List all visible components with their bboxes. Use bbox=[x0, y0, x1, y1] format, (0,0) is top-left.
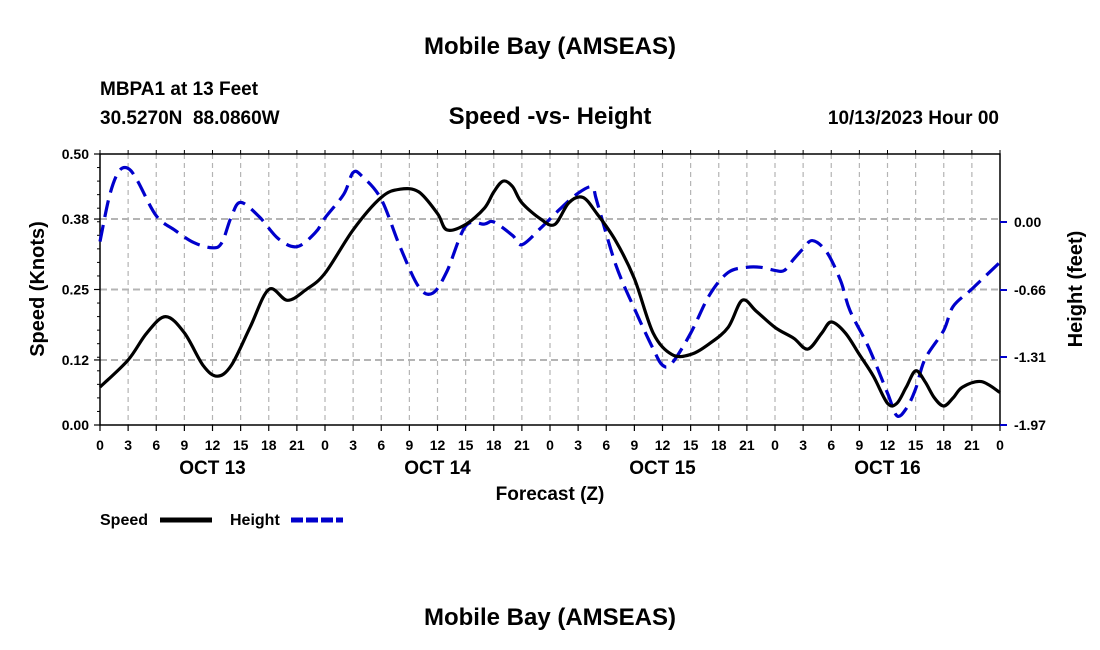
chart-subtitle: Speed -vs- Height bbox=[449, 103, 652, 130]
x-tick-label: 0 bbox=[321, 437, 329, 453]
x-tick-label: 18 bbox=[261, 437, 277, 453]
left-tick-label: 0.12 bbox=[62, 352, 89, 368]
right-tick-label: 0.00 bbox=[1014, 214, 1041, 230]
x-tick-label: 0 bbox=[546, 437, 554, 453]
x-tick-label: 18 bbox=[936, 437, 952, 453]
chart-main-title: Mobile Bay (AMSEAS) bbox=[424, 33, 676, 60]
x-tick-label: 15 bbox=[458, 437, 474, 453]
x-tick-label: 9 bbox=[180, 437, 188, 453]
x-day-label: OCT 13 bbox=[179, 458, 246, 479]
x-axis-ticks: 0 3 6 9 12 15 18 21 0 3 6 9 12 15 18 21 0 3 6 9 12 15 18 21 0 3 6 9… bbox=[96, 150, 1004, 479]
legend-speed-label: Speed bbox=[100, 512, 148, 529]
right-tick-label: -1.97 bbox=[1014, 417, 1046, 433]
left-tick-label: 0.25 bbox=[62, 282, 89, 298]
right-axis-title: Height (feet) bbox=[1065, 231, 1087, 348]
left-tick-label: 0.38 bbox=[62, 211, 89, 227]
left-axis-ticks: 0.00 0.12 0.25 0.38 0.50 bbox=[62, 146, 100, 433]
right-tick-label: -0.66 bbox=[1014, 282, 1046, 298]
x-day-label: OCT 15 bbox=[629, 458, 696, 479]
x-tick-label: 18 bbox=[486, 437, 502, 453]
right-axis-ticks: -1.97 -1.31 -0.66 0.00 bbox=[1000, 214, 1046, 433]
x-tick-label: 0 bbox=[96, 437, 104, 453]
x-axis-title: Forecast (Z) bbox=[496, 484, 605, 505]
x-tick-label: 21 bbox=[739, 437, 755, 453]
x-tick-label: 3 bbox=[574, 437, 582, 453]
x-tick-label: 6 bbox=[377, 437, 385, 453]
grid-lines bbox=[100, 154, 1000, 425]
legend-height-label: Height bbox=[230, 512, 280, 529]
left-tick-label: 0.50 bbox=[62, 146, 89, 162]
x-tick-label: 6 bbox=[827, 437, 835, 453]
x-tick-label: 9 bbox=[405, 437, 413, 453]
left-axis-title: Speed (Knots) bbox=[27, 221, 49, 357]
x-tick-label: 18 bbox=[711, 437, 727, 453]
station-label: MBPA1 at 13 Feet bbox=[100, 79, 259, 100]
x-tick-label: 21 bbox=[289, 437, 305, 453]
x-tick-label: 12 bbox=[430, 437, 446, 453]
x-tick-label: 9 bbox=[855, 437, 863, 453]
x-tick-label: 21 bbox=[514, 437, 530, 453]
x-tick-label: 15 bbox=[233, 437, 249, 453]
forecast-datetime: 10/13/2023 Hour 00 bbox=[828, 108, 999, 129]
x-day-label: OCT 14 bbox=[404, 458, 471, 479]
x-tick-label: 12 bbox=[205, 437, 221, 453]
next-chart-title: Mobile Bay (AMSEAS) bbox=[424, 604, 676, 631]
x-tick-label: 0 bbox=[771, 437, 779, 453]
x-tick-label: 15 bbox=[683, 437, 699, 453]
x-tick-label: 0 bbox=[996, 437, 1004, 453]
series-layer bbox=[98, 165, 1002, 418]
speed-series-line bbox=[98, 179, 1001, 408]
left-tick-label: 0.00 bbox=[62, 417, 89, 433]
station-coordinates: 30.5270N 88.0860W bbox=[100, 108, 280, 129]
x-tick-label: 6 bbox=[602, 437, 610, 453]
x-tick-label: 3 bbox=[124, 437, 132, 453]
x-tick-label: 3 bbox=[349, 437, 357, 453]
x-tick-label: 15 bbox=[908, 437, 924, 453]
x-tick-label: 6 bbox=[152, 437, 160, 453]
x-tick-label: 9 bbox=[630, 437, 638, 453]
right-tick-label: -1.31 bbox=[1014, 349, 1046, 365]
x-tick-label: 12 bbox=[880, 437, 896, 453]
x-tick-label: 21 bbox=[964, 437, 980, 453]
height-series-line bbox=[98, 165, 1002, 418]
x-day-label: OCT 16 bbox=[854, 458, 921, 479]
legend: Speed Height bbox=[100, 512, 343, 529]
x-tick-label: 12 bbox=[655, 437, 671, 453]
x-tick-label: 3 bbox=[799, 437, 807, 453]
